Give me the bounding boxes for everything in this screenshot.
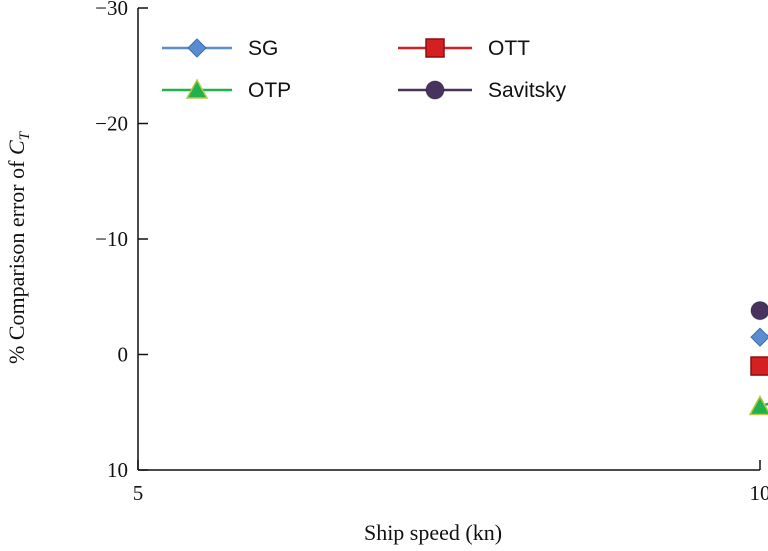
- y-tick-label: 0: [118, 343, 129, 367]
- data-point-savitsky: [750, 301, 768, 321]
- series-sg: [750, 327, 768, 347]
- legend-item-sg: SG: [162, 37, 278, 60]
- y-ticks: −30 −20 −10 0 10: [95, 0, 148, 482]
- legend-item-ott: OTT: [398, 37, 530, 60]
- y-axis-title-variable: C: [4, 140, 29, 155]
- legend-label-sg: SG: [248, 37, 278, 60]
- data-point-otp: [748, 394, 768, 416]
- legend-label-savitsky: Savitsky: [488, 79, 567, 102]
- series-ott: [750, 356, 768, 376]
- legend-label-ott: OTT: [488, 37, 530, 60]
- series-otp: [748, 394, 768, 416]
- y-axis-title-prefix: % Comparison error of: [4, 155, 29, 364]
- y-axis-title-subscript: T: [17, 130, 33, 140]
- y-axis-title: % Comparison error of CT: [4, 130, 33, 364]
- legend-marker-sg: [187, 38, 207, 58]
- legend-item-otp: OTP: [162, 78, 291, 102]
- legend-label-otp: OTP: [248, 79, 291, 102]
- y-tick-label: −20: [95, 112, 128, 136]
- x-axis-title: Ship speed (kn): [364, 520, 502, 545]
- series-savitsky: [750, 301, 768, 321]
- legend-marker-savitsky: [425, 80, 445, 100]
- series-group: [748, 301, 768, 416]
- legend: SG OTT OTP Savitsky: [162, 37, 567, 102]
- legend-marker-otp: [185, 78, 209, 99]
- x-tick-label: 10: [750, 481, 768, 505]
- y-tick-label: 10: [107, 458, 128, 482]
- legend-marker-ott: [425, 38, 445, 58]
- data-point-sg: [750, 327, 768, 347]
- y-tick-label: −10: [95, 227, 128, 251]
- data-point-ott: [750, 356, 768, 376]
- x-ticks: 51015202530: [133, 460, 768, 505]
- legend-item-savitsky: Savitsky: [398, 79, 567, 102]
- y-tick-label: −30: [95, 0, 128, 20]
- x-tick-label: 5: [133, 481, 144, 505]
